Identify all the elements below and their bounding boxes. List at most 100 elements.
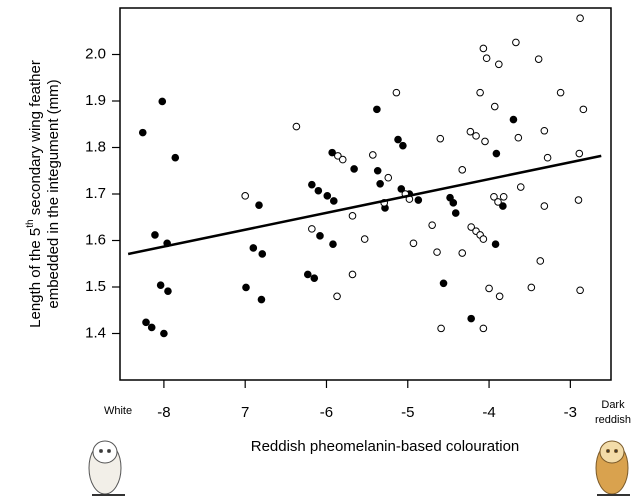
y-title-sup: th: [25, 219, 36, 227]
point: [439, 279, 448, 288]
point: [333, 292, 341, 301]
owl-reddish: [595, 440, 630, 496]
y-tick-label: 1.9: [85, 92, 106, 109]
point: [138, 128, 147, 137]
point: [472, 132, 480, 140]
point: [467, 314, 475, 323]
point: [394, 135, 402, 144]
point: [338, 155, 347, 164]
x-tick-label: 7: [241, 404, 249, 421]
point: [476, 88, 484, 97]
point: [492, 149, 501, 158]
point: [491, 240, 500, 249]
point: [392, 88, 401, 97]
y-axis-title-line1: Length of the 5th secondary wing feather: [25, 60, 44, 328]
point: [360, 235, 369, 243]
point: [437, 324, 445, 333]
point: [376, 179, 384, 188]
point: [323, 192, 332, 200]
point: [151, 231, 159, 239]
y-tick-label: 2.0: [85, 45, 106, 62]
owl-white: [88, 440, 125, 496]
point: [467, 223, 475, 231]
point: [490, 192, 498, 201]
point: [348, 212, 357, 220]
point: [479, 44, 488, 53]
point: [495, 60, 503, 69]
point: [142, 318, 150, 327]
y-tick-label: 1.5: [85, 278, 106, 295]
point: [485, 284, 493, 293]
point: [369, 151, 377, 159]
point: [495, 292, 504, 301]
point: [512, 38, 520, 47]
point: [292, 122, 301, 131]
point: [160, 329, 168, 338]
point: [171, 153, 180, 162]
point: [534, 55, 543, 63]
x-axis-title: Reddish pheomelanin-based colouration: [251, 438, 520, 455]
point: [255, 201, 263, 209]
point: [481, 137, 489, 146]
point: [158, 97, 167, 106]
point: [540, 202, 549, 210]
point: [373, 105, 381, 114]
point: [490, 102, 499, 111]
y-axis-title-line2: embedded in the integument (mm): [45, 79, 62, 308]
point: [479, 235, 488, 243]
y-tick-label: 1.4: [85, 324, 106, 341]
x-tick-label: -6: [320, 404, 333, 421]
point: [540, 126, 549, 135]
y-tick-label: 1.6: [85, 231, 106, 248]
point: [458, 166, 467, 174]
point: [428, 221, 436, 229]
plot-frame: [119, 7, 612, 381]
y-title-part: Length of the 5: [27, 228, 44, 328]
point: [414, 196, 423, 204]
annotation: Dark: [601, 399, 625, 411]
point: [576, 14, 584, 23]
point: [397, 185, 406, 193]
point: [433, 248, 441, 256]
point: [449, 199, 458, 207]
point: [384, 173, 393, 182]
point: [466, 127, 475, 136]
point: [310, 274, 319, 282]
point: [579, 105, 588, 114]
y-tick-label: 1.8: [85, 138, 106, 155]
point: [242, 283, 250, 292]
y-axis-title: Length of the 5th secondary wing feather…: [25, 60, 62, 328]
point: [499, 192, 508, 201]
point: [516, 183, 525, 191]
point: [314, 186, 323, 195]
point: [494, 198, 502, 206]
point: [350, 165, 358, 173]
point: [348, 270, 357, 279]
x-tick-label: -8: [157, 404, 170, 421]
point: [241, 192, 249, 200]
y-title-part: secondary wing feather: [27, 60, 44, 219]
point: [575, 149, 584, 158]
point: [258, 250, 267, 258]
annotation: White: [104, 405, 132, 417]
point: [409, 239, 418, 248]
point: [536, 257, 545, 265]
point: [514, 133, 523, 142]
point: [527, 283, 536, 292]
point: [308, 180, 316, 189]
trend-line: [127, 154, 602, 256]
point: [328, 148, 336, 157]
point: [329, 240, 337, 249]
point: [156, 281, 165, 289]
point: [499, 202, 507, 210]
point: [147, 323, 156, 332]
point: [556, 88, 565, 97]
x-tick-label: -3: [564, 404, 577, 421]
point: [574, 196, 583, 204]
annotation: reddish: [595, 414, 631, 426]
x-tick-label: -5: [401, 404, 414, 421]
y-tick-label: 1.7: [85, 185, 106, 202]
point: [576, 286, 584, 295]
point: [373, 166, 382, 175]
